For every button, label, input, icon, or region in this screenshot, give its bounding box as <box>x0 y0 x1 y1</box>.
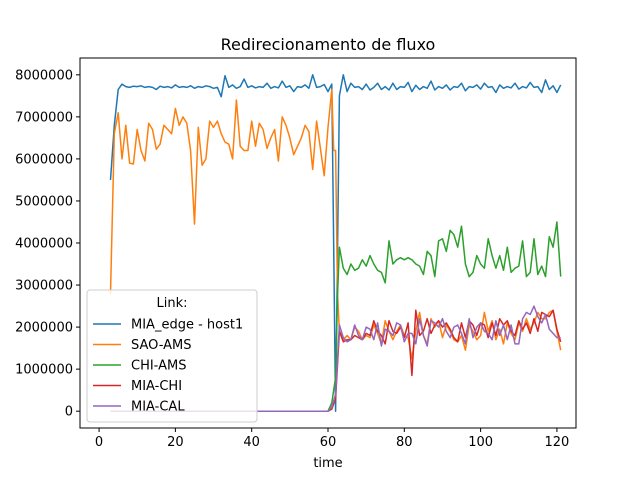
legend-entry-label: SAO-AMS <box>131 338 192 353</box>
series-line-2 <box>109 88 562 360</box>
x-tick-label: 20 <box>167 435 184 450</box>
y-tick-label: 5000000 <box>15 194 73 209</box>
series-line-1 <box>109 74 562 412</box>
legend-entry-label: CHI-AMS <box>131 359 186 374</box>
y-tick-label: 2000000 <box>15 321 73 336</box>
y-tick-label: 4000000 <box>15 237 73 252</box>
x-tick-label: 40 <box>243 435 260 450</box>
legend-entry-label: MIA-CAL <box>131 400 185 415</box>
y-tick-label: 6000000 <box>15 152 73 167</box>
legend-title: Link: <box>156 296 187 311</box>
y-tick-label: 1000000 <box>15 363 73 378</box>
y-axis: 0 1000000 2000000 3000000 4000000 5000000 6000… <box>15 68 80 420</box>
x-tick-label: 100 <box>468 435 493 450</box>
x-tick-label: 120 <box>545 435 570 450</box>
y-tick-label: 8000000 <box>15 68 73 83</box>
series-line-3 <box>110 221 562 412</box>
x-tick-label: 60 <box>320 435 337 450</box>
legend-entry-label: MIA_edge - host1 <box>131 318 243 333</box>
y-tick-label: 7000000 <box>15 110 73 125</box>
legend-box <box>86 289 258 423</box>
y-tick-label: 0 <box>65 405 73 420</box>
x-axis: 0 20 40 60 80 100 120 <box>95 428 569 450</box>
series-lines <box>109 74 562 412</box>
legend-entries: MIA_edge - host1 SAO-AMS CHI-AMS MIA-CHI MIA… <box>93 318 243 415</box>
legend: Link: MIA_edge - host1 SAO-AMS CHI-AMS MIA-… <box>86 289 258 423</box>
y-tick-label: 3000000 <box>15 279 73 294</box>
chart-title: Redirecionamento de fluxo <box>221 35 436 54</box>
legend-entry-label: MIA-CHI <box>131 379 182 394</box>
x-tick-label: 0 <box>95 435 103 450</box>
x-tick-label: 80 <box>396 435 413 450</box>
plot-frame <box>79 57 577 429</box>
series-line-5 <box>110 305 561 412</box>
x-axis-label: time <box>313 456 342 471</box>
